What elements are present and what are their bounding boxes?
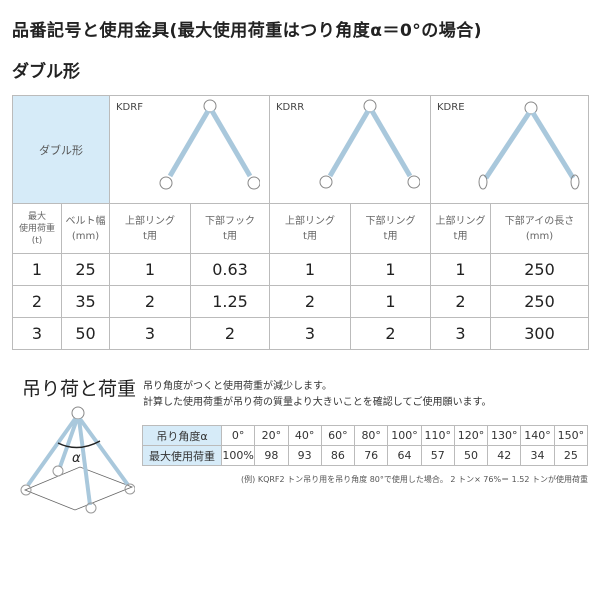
angle-cell: 120° — [453, 425, 489, 446]
model-cell-kdrf: KDRF — [109, 95, 270, 204]
sling-hook-icon — [159, 99, 260, 190]
model-cell-kdrr: KDRR — [269, 95, 431, 204]
column-headers: 最大 使用荷重 (t) ベルト幅 (mm) 上部リング t用 下部フック t用 上部リング… — [12, 203, 589, 254]
load-cell: 98 — [254, 445, 289, 466]
header-upper-ring: 上部リング t用 — [269, 203, 351, 254]
angle-load-table: 吊り角度α 0° 20° 40° 60° 80° 100° 110° 120° 130° 140° 1… — [142, 425, 589, 466]
table-cell: 1 — [350, 253, 431, 286]
load-cell: 25 — [553, 445, 589, 466]
note-line-1: 吊り角度がつくと使用荷重が減少します。 — [143, 381, 332, 392]
angle-cell: 140° — [520, 425, 555, 446]
sling-eye-icon — [478, 101, 580, 190]
angle-cell: 100° — [387, 425, 422, 446]
load-cell: 34 — [520, 445, 555, 466]
header-lower-ring: 下部リング t用 — [350, 203, 431, 254]
table-cell: 2 — [109, 285, 191, 318]
note-line-2: 計算した使用荷重が吊り荷の質量より大きいことを確認してご使用願います。 — [143, 397, 492, 408]
table-cell: 1 — [12, 253, 62, 286]
header-lower-eye-length: 下部アイの長さ (mm) — [490, 203, 589, 254]
table-cell: 0.63 — [190, 253, 270, 286]
angle-cell: 110° — [420, 425, 455, 446]
model-name: KDRE — [437, 102, 465, 113]
angle-cell: 80° — [354, 425, 389, 446]
alpha-label: α — [72, 451, 81, 466]
table-cell: 3 — [430, 317, 491, 350]
model-cell-kdre: KDRE — [430, 95, 589, 204]
type-label: ダブル形 — [12, 95, 110, 204]
table-row: 1 25 1 0.63 1 1 1 250 — [12, 253, 589, 286]
header-belt-width: ベルト幅 (mm) — [61, 203, 110, 254]
table-row: 2 35 2 1.25 2 1 2 250 — [12, 285, 589, 318]
load-cell: 42 — [487, 445, 522, 466]
header-max-load: 最大 使用荷重 (t) — [12, 203, 62, 254]
angle-label: 吊り角度α — [142, 425, 222, 446]
table-cell: 25 — [61, 253, 110, 286]
load-label: 最大使用荷重 — [142, 445, 222, 466]
angle-cell: 150° — [553, 425, 589, 446]
section-title: ダブル形 — [12, 62, 80, 82]
model-name: KDRR — [276, 102, 305, 113]
load-cell: 50 — [453, 445, 489, 466]
table-cell: 2 — [12, 285, 62, 318]
header-upper-ring: 上部リング t用 — [109, 203, 191, 254]
table-cell: 1.25 — [190, 285, 270, 318]
table-cell: 2 — [269, 285, 351, 318]
table-cell: 1 — [269, 253, 351, 286]
angle-cell: 20° — [254, 425, 289, 446]
angle-cell: 60° — [320, 425, 356, 446]
angle-cell: 130° — [487, 425, 522, 446]
table-cell: 35 — [61, 285, 110, 318]
page-title: 品番記号と使用金具(最大使用荷重はつり角度α＝0°の場合) — [12, 21, 483, 41]
table-cell: 3 — [12, 317, 62, 350]
load-cell: 100% — [220, 445, 256, 466]
table-cell: 2 — [430, 285, 491, 318]
table-cell: 50 — [61, 317, 110, 350]
table-cell: 3 — [109, 317, 191, 350]
load-heading: 吊り荷と荷重 — [22, 378, 137, 400]
footnote: (例) KQRF2 トン吊り用を吊り角度 80°で使用した場合。 2 トン× 7… — [241, 475, 588, 484]
spec-table: ダブル形 KDRF KDRR KD — [12, 95, 589, 350]
table-cell: 1 — [350, 285, 431, 318]
angle-cell: 0° — [220, 425, 256, 446]
table-cell: 250 — [490, 253, 589, 286]
table-cell: 3 — [269, 317, 351, 350]
header-lower-hook: 下部フック t用 — [190, 203, 270, 254]
table-row: 3 50 3 2 3 2 3 300 — [12, 317, 589, 350]
table-cell: 250 — [490, 285, 589, 318]
table-cell: 300 — [490, 317, 589, 350]
table-cell: 1 — [109, 253, 191, 286]
angle-cell: 40° — [287, 425, 322, 446]
load-cell: 76 — [354, 445, 389, 466]
load-cell: 64 — [387, 445, 422, 466]
load-cell: 57 — [420, 445, 455, 466]
table-cell: 2 — [190, 317, 270, 350]
load-cell: 86 — [320, 445, 356, 466]
table-cell: 1 — [430, 253, 491, 286]
sling-angle-diagram: α — [20, 406, 135, 514]
table-cell: 2 — [350, 317, 431, 350]
model-name: KDRF — [116, 102, 143, 113]
header-upper-ring: 上部リング t用 — [430, 203, 491, 254]
load-cell: 93 — [287, 445, 322, 466]
sling-ring-icon — [319, 99, 420, 189]
